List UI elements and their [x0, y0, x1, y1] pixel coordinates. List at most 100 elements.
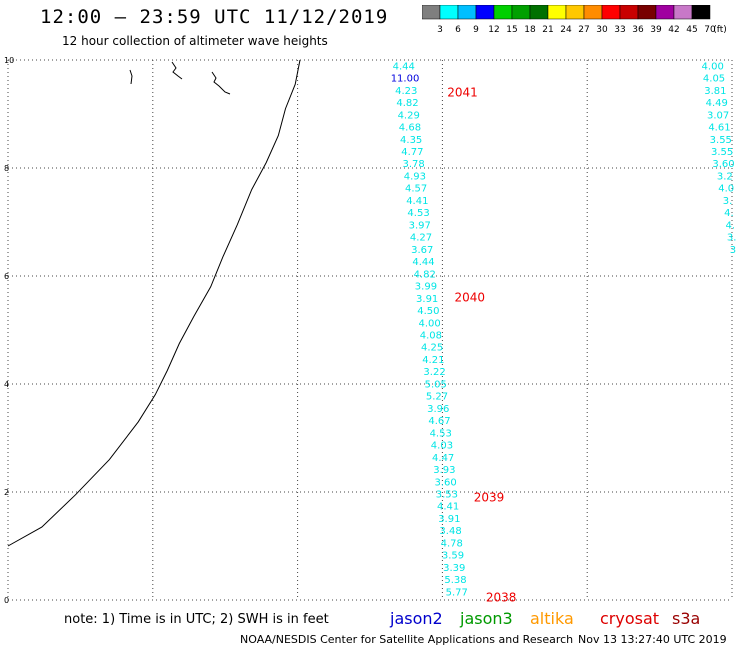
wave-height-label: 4.49 [706, 98, 728, 109]
colorbar-swatch [691, 5, 711, 20]
wave-height-label: 3. [727, 233, 737, 244]
y-tick-label: 2 [4, 488, 9, 497]
colorbar-tick-label: 18 [524, 25, 536, 35]
wave-height-label: 5.77 [446, 587, 468, 598]
satellite-jason3: jason3 [460, 609, 513, 628]
y-tick-label: 0 [4, 596, 9, 605]
wave-height-label: 4.68 [399, 123, 421, 134]
colorbar-tick-label: 39 [650, 25, 662, 35]
generated-timestamp: Nov 13 13:27:40 UTC 2019 [578, 633, 727, 646]
wave-height-label: 4.57 [405, 184, 427, 195]
wave-height-label: 4.03 [431, 441, 453, 452]
wave-height-label: 4.82 [414, 269, 436, 280]
wave-height-label: 4.08 [420, 330, 442, 341]
wave-height-label: 3.48 [439, 526, 461, 537]
colorbar-tick-label: 12 [488, 25, 499, 35]
wave-height-label: 4.25 [421, 343, 443, 354]
wave-height-label: 4.53 [407, 208, 429, 219]
color-scale-legend: 3 6 9 12 15 18 21 24 27 30 33 36 39 42 45 70(ft) [422, 5, 727, 35]
colorbar-tick-label: (ft) [713, 25, 727, 35]
wave-height-label: 3.81 [704, 86, 726, 97]
wave-height-label: 4.00 [419, 318, 441, 329]
colorbar-tick-label: 45 [686, 25, 697, 35]
satellite-s3a: s3a [672, 609, 701, 628]
colorbar-tick-label: 6 [455, 25, 461, 35]
wave-height-label: 4.47 [432, 453, 454, 464]
island-shape [211, 71, 231, 95]
wave-height-label: 4.29 [398, 110, 420, 121]
y-tick-label: 4 [4, 380, 9, 389]
wave-height-label: 4.00 [702, 61, 724, 72]
wave-height-label: 3.53 [436, 489, 458, 500]
time-marker-label: 2038 [486, 590, 517, 604]
time-marker-label: 2041 [447, 85, 478, 99]
time-marker-label: 2040 [454, 291, 485, 305]
wave-height-label: 4.82 [396, 98, 418, 109]
wave-height-label: 3.78 [403, 159, 425, 170]
wave-height-label: 3.93 [433, 465, 455, 476]
wave-height-label: 4.50 [417, 306, 439, 317]
wave-height-label: 4.53 [430, 428, 452, 439]
wave-height-label: 5.38 [444, 575, 466, 586]
wave-height-label: 4.21 [422, 355, 444, 366]
wave-height-label: 4.93 [404, 171, 426, 182]
wave-height-label: 3.60 [712, 159, 734, 170]
wave-height-label: 3.67 [411, 245, 433, 256]
map-title: 12:00 – 23:59 UTC 11/12/2019 [40, 6, 389, 28]
wave-height-label: 4.0 [718, 184, 734, 195]
colorbar-tick-label: 21 [542, 25, 553, 35]
satellite-jason2: jason2 [390, 609, 443, 628]
wave-height-label: 3.91 [416, 294, 438, 305]
wave-height-label: 3.55 [710, 135, 732, 146]
wave-height-label: 3.91 [438, 514, 460, 525]
wave-height-label: 3.2 [717, 171, 733, 182]
wave-height-label: 3.59 [442, 551, 464, 562]
wave-height-label: 4.78 [441, 538, 463, 549]
wave-height-label: 3.60 [435, 477, 457, 488]
wave-height-label: 3.39 [443, 563, 465, 574]
satellite-cryosat: cryosat [600, 609, 660, 628]
wave-height-label: 4.67 [428, 416, 450, 427]
colorbar-tick-label: 36 [632, 25, 644, 35]
wave-height-map: 45485154576010864204.4411.004.234.824.29… [4, 56, 737, 605]
colorbar-tick-label: 24 [560, 25, 572, 35]
wave-height-label: 4.23 [395, 86, 417, 97]
satellite-altika: altika [530, 609, 574, 628]
colorbar-tick-label: 9 [473, 25, 479, 35]
credit-line: NOAA/NESDIS Center for Satellite Applica… [240, 633, 574, 646]
map-subtitle: 12 hour collection of altimeter wave hei… [62, 34, 328, 48]
time-marker-label: 2039 [474, 490, 505, 504]
colorbar-tick-label: 42 [668, 25, 679, 35]
colorbar-tick-label: 15 [506, 25, 517, 35]
wave-height-label: 5.27 [426, 392, 448, 403]
wave-height-label: 3.97 [409, 220, 431, 231]
island-shape [171, 61, 183, 80]
wave-height-label: 4.05 [703, 74, 725, 85]
wave-height-label: 4.77 [401, 147, 423, 158]
colorbar-tick-label: 70 [704, 25, 716, 35]
colorbar-tick-label: 33 [614, 25, 625, 35]
wave-height-label: 3.22 [423, 367, 445, 378]
wave-height-label: 4.44 [393, 61, 415, 72]
colorbar-tick-label: 27 [578, 25, 589, 35]
wave-height-label: 4. [724, 208, 734, 219]
wave-height-label: 5.05 [425, 379, 447, 390]
y-tick-label: 8 [4, 164, 9, 173]
wave-height-label: 3.99 [415, 282, 437, 293]
wave-height-label: 4.41 [437, 502, 459, 513]
units-note: note: 1) Time is in UTC; 2) SWH is in fe… [64, 612, 329, 627]
wave-height-label: 4.27 [410, 233, 432, 244]
wave-height-label: 4.44 [412, 257, 434, 268]
island-shape [129, 69, 133, 85]
wave-height-label: 3.55 [711, 147, 733, 158]
wave-height-label: 3.07 [707, 110, 729, 121]
y-tick-label: 10 [4, 56, 14, 65]
y-tick-label: 6 [4, 272, 9, 281]
wave-height-label: 3. [723, 196, 733, 207]
colorbar-tick-label: 30 [596, 25, 608, 35]
colorbar-tick-label: 3 [437, 25, 443, 35]
wave-height-label: 11.00 [391, 74, 420, 85]
wave-height-label: 4.35 [400, 135, 422, 146]
wave-height-label: 4.61 [708, 123, 730, 134]
wave-height-label: 3.96 [427, 404, 449, 415]
